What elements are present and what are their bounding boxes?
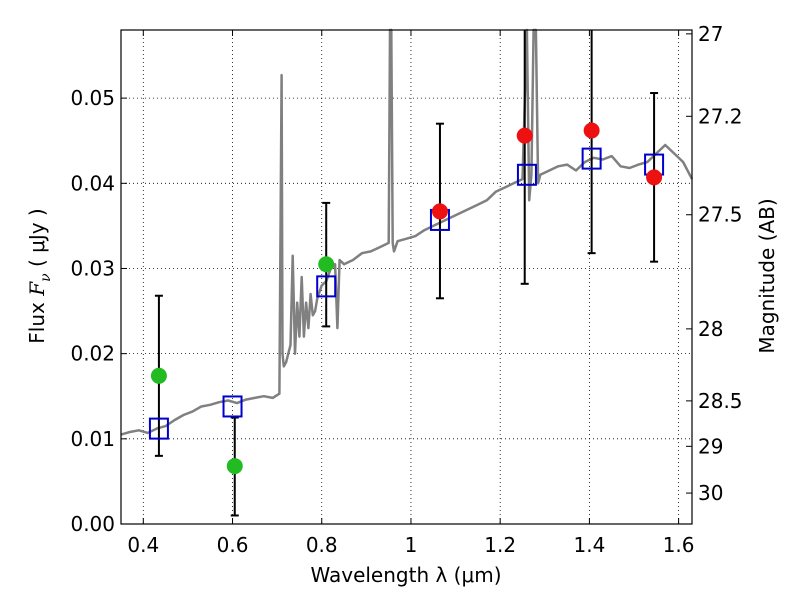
right-tick-label: 28 xyxy=(698,317,723,341)
x-tick-label: 1.4 xyxy=(573,533,605,557)
x-tick-label: 1.6 xyxy=(663,533,695,557)
observed-point xyxy=(516,127,533,144)
plot-frame xyxy=(120,29,693,525)
right-tick-label: 27.2 xyxy=(698,104,743,128)
model-point xyxy=(516,163,537,186)
observed-point xyxy=(431,203,448,220)
right-tick-label: 27.5 xyxy=(698,203,743,227)
model-point xyxy=(581,147,602,170)
y-tick-label: 0.00 xyxy=(70,512,115,536)
model-points-layer xyxy=(148,147,665,440)
right-axis-ticks: 27 27.2 27.5 28 28.5 29 30 xyxy=(686,22,743,505)
model-point xyxy=(148,417,169,440)
y-tick-label: 0.04 xyxy=(70,171,115,195)
grid-lines xyxy=(121,30,692,525)
observed-point xyxy=(646,169,663,186)
observed-point xyxy=(318,256,335,273)
template-spectrum-layer xyxy=(120,28,694,436)
x-axis-ticks: 0.4 0.6 0.8 1 1.2 1.4 1.6 xyxy=(127,30,695,557)
right-tick-label: 27 xyxy=(698,22,723,46)
right-tick-label: 29 xyxy=(698,434,723,458)
x-tick-label: 1.2 xyxy=(484,533,516,557)
right-axis-label: Magnitude (AB) xyxy=(755,198,779,353)
x-tick-label: 0.8 xyxy=(306,533,338,557)
observed-point xyxy=(226,458,243,475)
template-spectrum-line xyxy=(120,28,694,436)
x-axis-label: Wavelength λ (μm) xyxy=(310,563,501,587)
model-point xyxy=(222,395,243,418)
right-tick-label: 28.5 xyxy=(698,389,743,413)
y-tick-label: 0.05 xyxy=(70,86,115,110)
x-tick-label: 0.6 xyxy=(217,533,249,557)
observed-point xyxy=(583,122,600,139)
y-tick-label: 0.02 xyxy=(70,342,115,366)
model-point xyxy=(316,275,337,298)
y-tick-label: 0.01 xyxy=(70,427,115,451)
x-tick-label: 0.4 xyxy=(127,533,159,557)
y-tick-label: 0.03 xyxy=(70,256,115,280)
observed-point xyxy=(150,367,167,384)
y-axis-label: Flux Fν ( μJy ) xyxy=(25,208,54,343)
y-axis-ticks: 0.00 0.01 0.02 0.03 0.04 0.05 xyxy=(70,86,127,536)
error-bars-layer xyxy=(154,30,659,517)
observed-points-layer xyxy=(150,122,663,475)
right-tick-label: 30 xyxy=(698,481,723,505)
x-tick-label: 1 xyxy=(405,533,418,557)
